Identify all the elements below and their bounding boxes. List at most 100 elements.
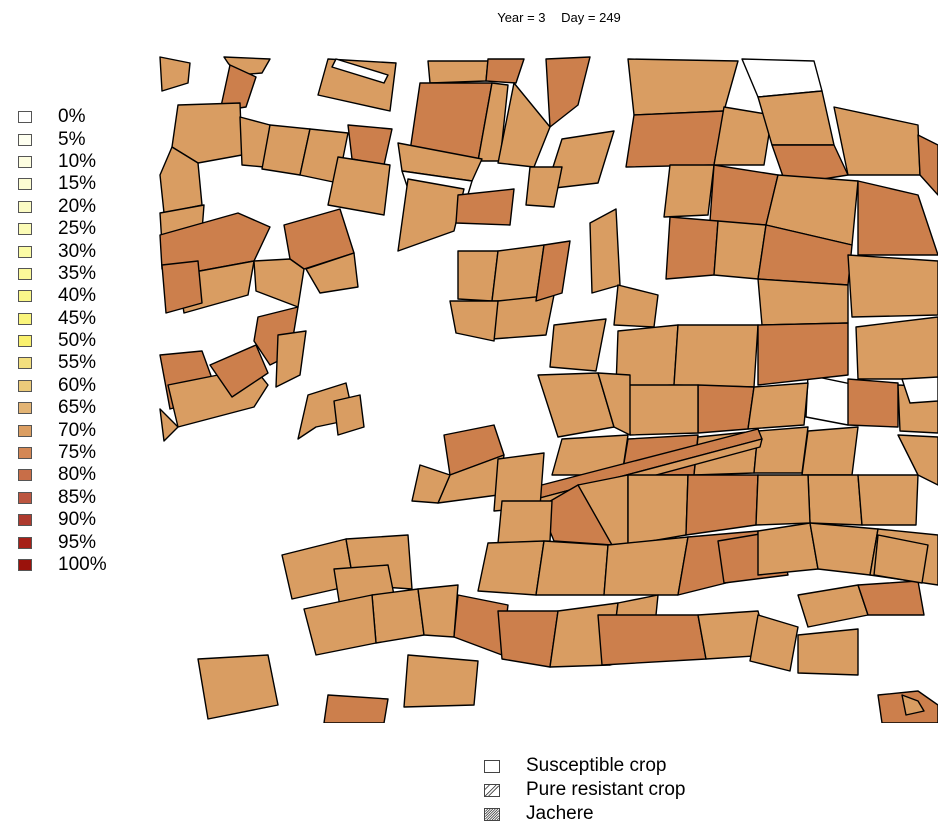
scale-item: 5%: [18, 128, 107, 150]
scale-item: 95%: [18, 531, 107, 553]
field-parcel: [627, 58, 739, 116]
scale-label: 30%: [58, 240, 97, 262]
field-parcel: [275, 330, 307, 388]
field-parcel: [757, 522, 819, 576]
field-parcel: [755, 474, 811, 526]
field-parcel: [749, 614, 799, 672]
field-parcel: [797, 584, 869, 628]
color-swatch: [18, 155, 32, 168]
field-parcel: [673, 324, 759, 388]
color-swatch: [18, 111, 32, 124]
field-parcel: [545, 56, 591, 128]
field-parcel: [497, 610, 559, 668]
scale-item: 85%: [18, 487, 107, 509]
field-parcel: [901, 376, 938, 404]
color-swatch: [18, 312, 32, 325]
field-parcel: [305, 252, 359, 294]
field-map: [159, 56, 938, 723]
color-swatch: [18, 133, 32, 146]
field-parcel: [485, 58, 525, 84]
scale-item: 75%: [18, 442, 107, 464]
field-parcel: [403, 654, 479, 708]
color-swatch: [18, 514, 32, 527]
scale-item: 100%: [18, 554, 107, 576]
field-parcel: [797, 628, 859, 676]
color-swatch: [18, 424, 32, 437]
scale-label: 65%: [58, 397, 97, 419]
scale-item: 65%: [18, 397, 107, 419]
empty-square-icon: [484, 759, 500, 773]
field-parcel: [171, 102, 243, 164]
field-parcel: [597, 372, 631, 436]
field-parcel: [333, 394, 365, 436]
scale-label: 100%: [58, 554, 107, 575]
field-parcel: [371, 588, 425, 644]
field-parcel: [253, 258, 305, 308]
color-swatch: [18, 536, 32, 549]
scale-label: 60%: [58, 374, 97, 396]
field-parcel: [323, 694, 389, 723]
field-parcel: [219, 64, 257, 112]
field-parcel: [753, 426, 809, 474]
color-swatch: [18, 379, 32, 392]
day-label: Day = 249: [561, 10, 621, 25]
field-parcel: [535, 540, 609, 596]
scale-item: 30%: [18, 240, 107, 262]
field-parcel: [747, 382, 809, 430]
field-parcel: [901, 694, 925, 716]
field-parcel: [847, 378, 899, 428]
legend-item-susceptible: Susceptible crop: [484, 754, 685, 778]
field-parcel: [331, 58, 389, 84]
field-parcel: [857, 580, 925, 616]
field-parcel: [159, 56, 191, 92]
legend-item-jachere: Jachere: [484, 802, 685, 826]
field-parcel: [613, 284, 659, 328]
legend-label: Jachere: [526, 803, 594, 824]
scale-label: 35%: [58, 262, 97, 284]
field-parcel: [455, 188, 515, 226]
field-parcel: [491, 294, 555, 340]
scale-item: 70%: [18, 419, 107, 441]
field-parcel: [697, 384, 755, 434]
field-parcel: [477, 540, 545, 596]
field-parcel: [397, 178, 465, 252]
color-swatch: [18, 402, 32, 415]
scale-label: 15%: [58, 173, 97, 195]
scale-item: 0%: [18, 106, 107, 128]
field-parcel: [597, 614, 707, 666]
color-swatch: [18, 200, 32, 213]
field-parcel: [665, 216, 719, 280]
field-parcel: [491, 244, 545, 302]
scale-item: 45%: [18, 308, 107, 330]
field-parcel: [427, 60, 489, 84]
field-parcel: [857, 474, 919, 526]
color-scale-legend: 0% 5% 10% 15% 20% 25% 30% 35% 40% 45% 50% 55% 60% 65%…: [18, 106, 107, 576]
legend-label: Susceptible crop: [526, 755, 667, 776]
field-parcel: [449, 300, 499, 342]
color-swatch: [18, 245, 32, 258]
field-parcel: [197, 654, 279, 720]
field-parcel: [757, 278, 849, 326]
field-parcel: [855, 316, 938, 380]
field-parcel: [917, 134, 938, 196]
color-swatch: [18, 469, 32, 482]
scale-label: 95%: [58, 531, 97, 553]
hatched-square-icon: [484, 783, 500, 797]
legend-label: Pure resistant crop: [526, 779, 686, 800]
field-parcel: [741, 58, 823, 98]
field-parcel: [663, 164, 715, 218]
field-parcel: [807, 474, 863, 526]
field-parcel: [535, 240, 571, 302]
scale-item: 40%: [18, 285, 107, 307]
scale-label: 45%: [58, 307, 97, 329]
field-parcel: [159, 408, 179, 442]
field-parcel: [303, 594, 377, 656]
field-parcel: [857, 180, 938, 256]
scale-label: 50%: [58, 330, 97, 352]
scale-label: 25%: [58, 218, 97, 240]
field-parcel: [801, 426, 859, 476]
map-title: Year = 3 Day = 249: [0, 10, 938, 25]
color-swatch: [18, 178, 32, 191]
legend-item-resistant: Pure resistant crop: [484, 778, 685, 802]
scale-item: 10%: [18, 151, 107, 173]
